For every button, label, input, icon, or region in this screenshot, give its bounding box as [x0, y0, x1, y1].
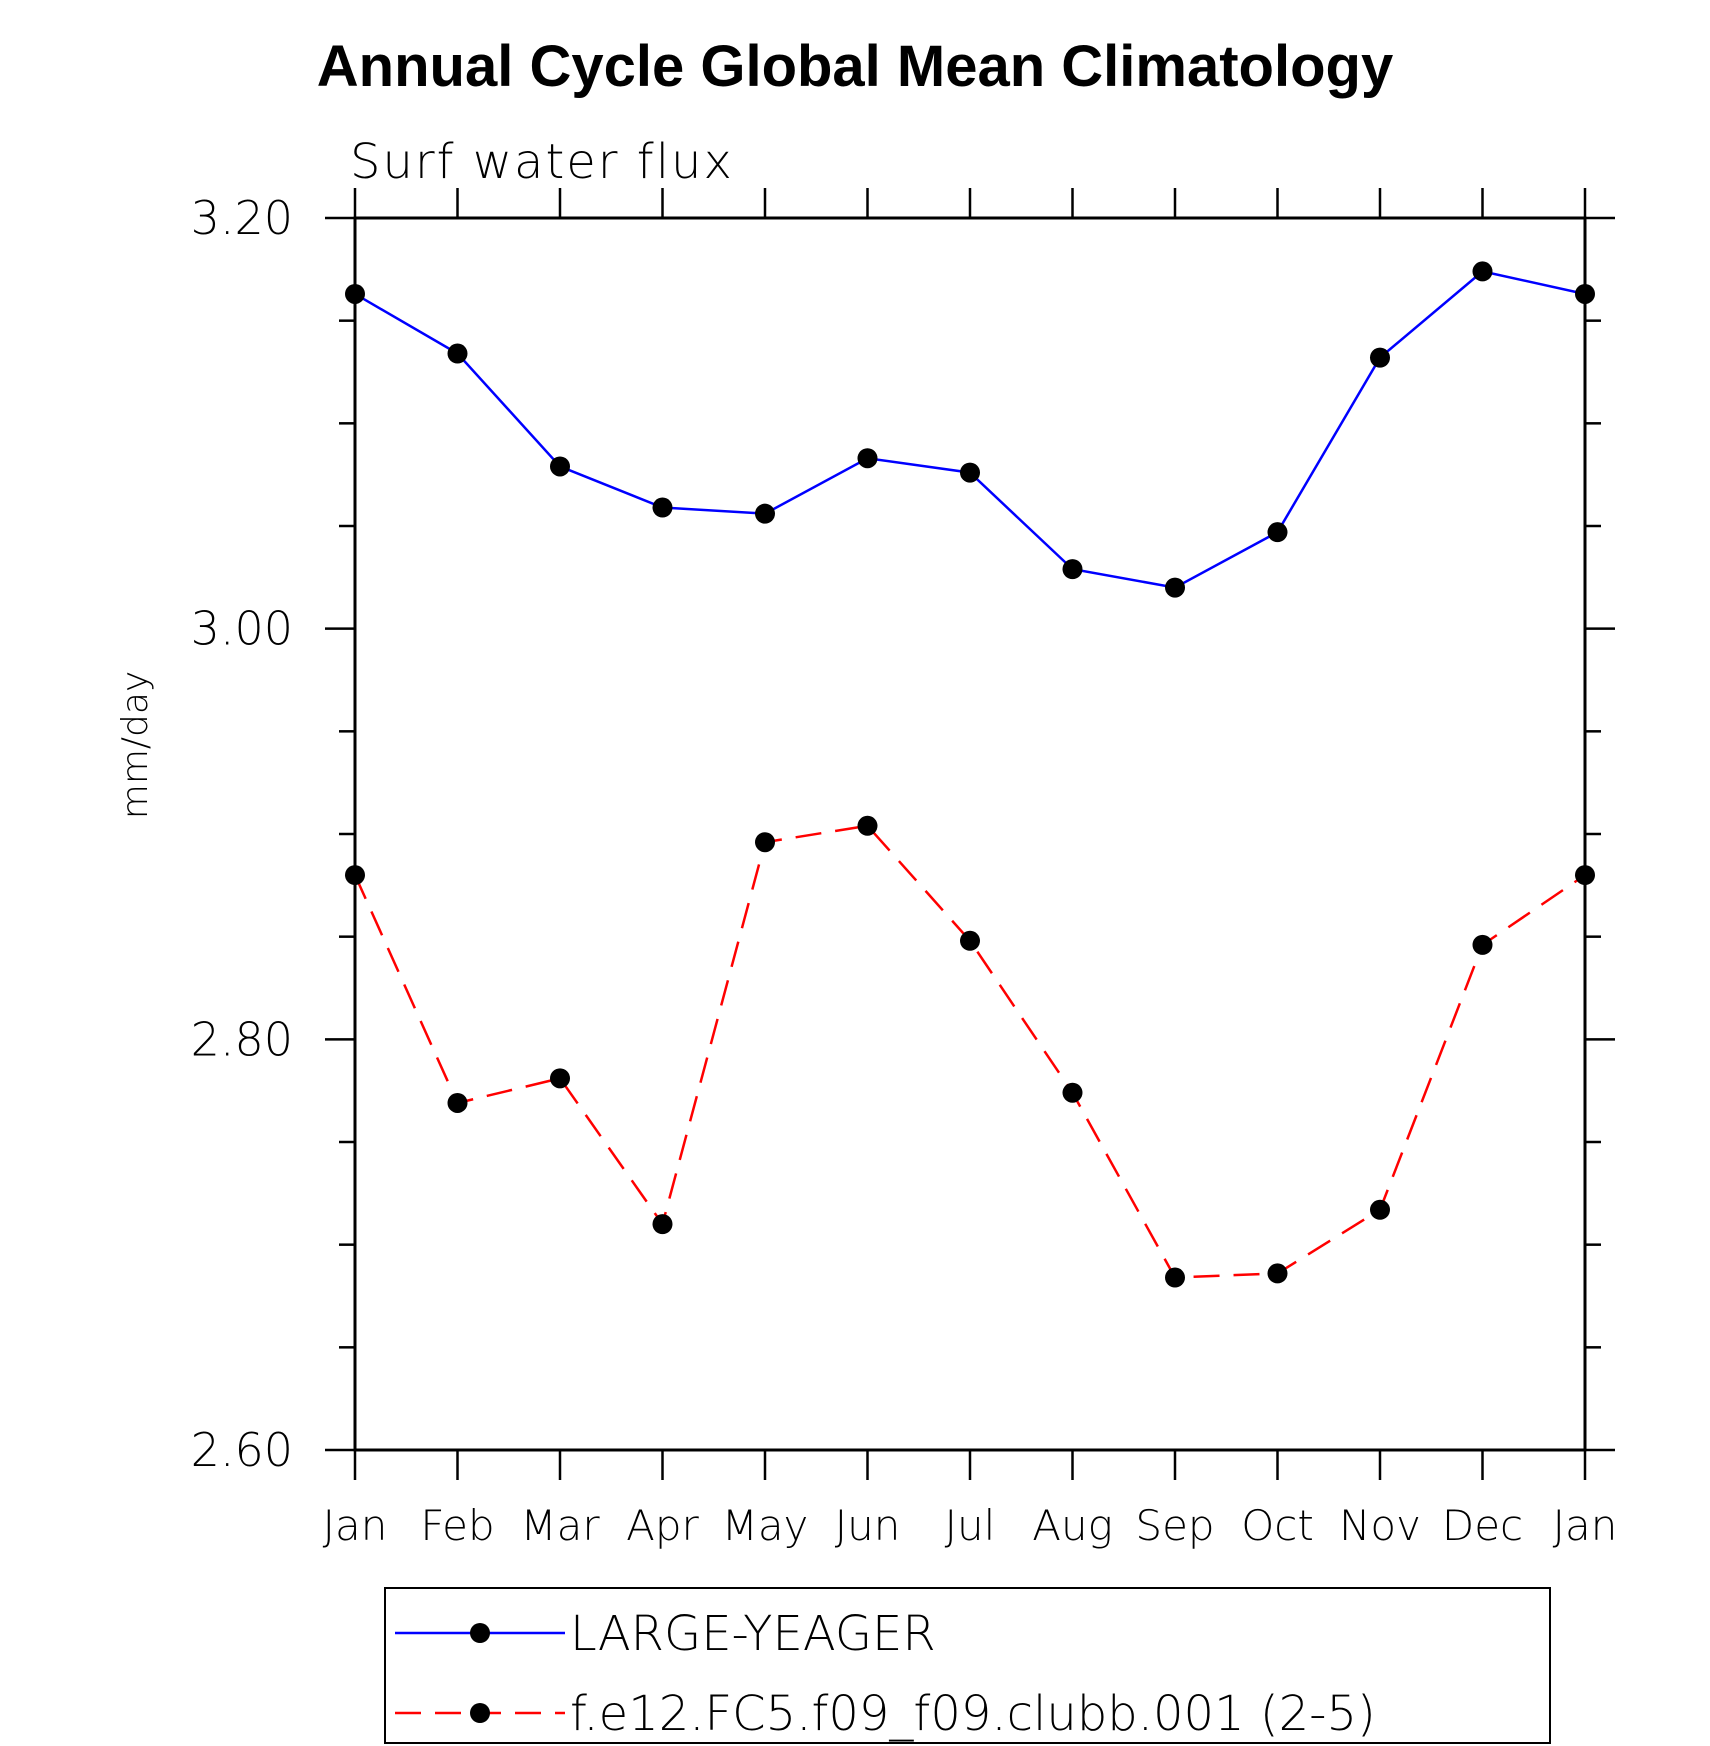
x-tick-label: Oct: [1241, 1501, 1314, 1550]
x-tick-label: Jul: [945, 1501, 996, 1550]
x-tick-label: Jan: [323, 1501, 388, 1550]
series-1-point: [1472, 261, 1493, 282]
chart-subtitle: Surf water flux: [350, 134, 734, 190]
x-tick-label: Jan: [1553, 1501, 1618, 1550]
series-2-point: [1370, 1199, 1390, 1220]
x-tick-label: May: [722, 1501, 809, 1550]
x-tick-label: Apr: [626, 1501, 699, 1550]
series-2-point: [1267, 1263, 1288, 1284]
x-tick-label: Mar: [520, 1501, 600, 1550]
series-1-point: [1165, 577, 1185, 598]
legend-box: [384, 1587, 1551, 1744]
legend-label-2: f.e12.FC5.f09_f09.clubb.001 (2-5): [570, 1686, 1376, 1742]
series-1-point: [1062, 559, 1083, 580]
series-2-point: [1472, 934, 1493, 955]
series-line-1: [354, 270, 1586, 589]
series-1-point: [1267, 522, 1288, 543]
series-line-2: [353, 824, 1586, 1279]
x-tick-label: Sep: [1135, 1501, 1214, 1550]
series-1-point: [345, 283, 365, 304]
plot-area: 2.60 2.80 3.00 3.20 Jan Feb Mar Apr May Jun Jul Aug…: [191, 188, 1618, 1550]
x-tick-label: Feb: [420, 1501, 494, 1550]
x-tick-label: Aug: [1032, 1501, 1113, 1550]
series-1-point: [755, 503, 775, 524]
series-2-point: [1165, 1267, 1185, 1288]
series-2-point: [1575, 865, 1595, 886]
series-2-point: [652, 1214, 673, 1235]
series-2-point: [447, 1092, 468, 1113]
y-tick-label: 2.60: [191, 1423, 293, 1477]
plot-frame: [353, 216, 1587, 1452]
legend: LARGE-YEAGER f.e12.FC5.f09_f09.clubb.001 …: [384, 1587, 1551, 1744]
y-axis-label: mm/day: [115, 671, 156, 819]
series-1-point: [1370, 347, 1390, 368]
x-tick-label: Dec: [1442, 1501, 1523, 1550]
series-2-point: [345, 865, 365, 886]
series-1-point: [550, 456, 570, 477]
series-1-point: [857, 448, 878, 469]
series-1-point: [1575, 283, 1595, 304]
series-2-point: [1062, 1082, 1083, 1103]
legend-label-1: LARGE-YEAGER: [570, 1606, 936, 1662]
chart-title: Annual Cycle Global Mean Climatology: [317, 34, 1393, 99]
y-tick-label: 3.00: [191, 602, 293, 656]
series-2-point: [857, 815, 878, 836]
series-1-point: [447, 343, 468, 364]
series-2-point: [960, 930, 980, 951]
series-2-point: [550, 1068, 570, 1089]
x-tick-label: Nov: [1339, 1501, 1421, 1550]
legend-marker-1: [470, 1623, 490, 1643]
series-1-point: [960, 462, 980, 483]
series-1-point: [652, 497, 673, 518]
x-tick-label: Jun: [835, 1501, 901, 1550]
y-tick-label: 2.80: [191, 1012, 293, 1066]
legend-marker-2: [470, 1703, 490, 1723]
y-tick-label: 3.20: [191, 191, 293, 245]
series-2-point: [755, 832, 775, 853]
